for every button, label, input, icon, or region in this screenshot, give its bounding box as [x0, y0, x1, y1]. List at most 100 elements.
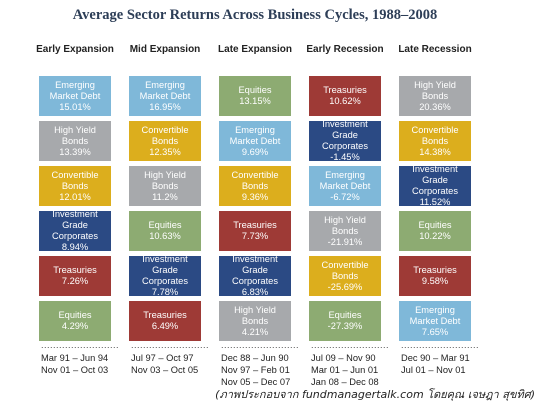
sector-cell: High Yield Bonds -21.91% — [309, 211, 381, 251]
sector-return: 7.78% — [151, 287, 179, 297]
sector-name: Treasuries — [323, 85, 367, 95]
sector-cell: Treasuries 7.26% — [39, 256, 111, 296]
sector-cell: Treasuries 9.58% — [399, 256, 471, 296]
sector-cell: Emerging Market Debt 7.65% — [399, 301, 471, 341]
image-caption: (ภาพประกอบจาก fundmanagertalk.com โดยคุณ… — [215, 388, 535, 401]
sector-cell: High Yield Bonds 11.2% — [129, 166, 201, 206]
sector-return: 13.39% — [59, 146, 91, 157]
date-range: Nov 97 – Feb 01 — [221, 365, 290, 375]
sector-name: Convertible Bonds — [51, 169, 99, 191]
sector-cell: Emerging Market Debt 16.95% — [129, 76, 201, 116]
sector-return: 4.21% — [241, 326, 269, 337]
sector-name: Emerging Market Debt — [319, 169, 371, 191]
date-range: Jul 09 – Nov 90 — [311, 353, 376, 363]
sector-cell: High Yield Bonds 20.36% — [399, 76, 471, 116]
dotted-separator: .......................... — [41, 340, 120, 350]
dotted-separator: .......................... — [311, 340, 390, 350]
sector-cell: Convertible Bonds -25.69% — [309, 256, 381, 296]
sector-return: -25.69% — [327, 281, 363, 292]
sector-name: Equities — [418, 220, 452, 230]
sector-name: High Yield Bonds — [54, 124, 96, 146]
date-range: Mar 01 – Jun 01 — [311, 365, 379, 375]
date-range: Nov 05 – Dec 07 — [221, 377, 291, 387]
sector-return: 12.01% — [59, 191, 91, 202]
sector-cell: Emerging Market Debt 9.69% — [219, 121, 291, 161]
sector-name: Equities — [328, 310, 362, 320]
sector-name: Emerging Market Debt — [49, 79, 101, 101]
sector-name: Treasuries — [53, 265, 97, 275]
sector-cell: Investment Grade Corporates -1.45% — [309, 119, 381, 162]
sector-return: 14.38% — [419, 146, 451, 157]
date-range: Nov 01 – Oct 03 — [41, 365, 109, 375]
sector-name: Convertible Bonds — [321, 259, 369, 281]
date-range: Dec 88 – Jun 90 — [221, 353, 289, 363]
sector-return: -27.39% — [327, 321, 363, 331]
phase-header: Late Recession — [398, 44, 472, 55]
sector-return: 20.36% — [419, 101, 451, 112]
date-range: Dec 90 – Mar 91 — [401, 353, 470, 363]
sector-name: Equities — [58, 310, 92, 320]
sector-cell: Investment Grade Corporates 6.83% — [219, 254, 291, 297]
sector-cell: Equities 13.15% — [219, 76, 291, 116]
cycle-date-ranges: Mar 91 – Jun 94 Nov 01 – Oct 03 — [41, 352, 133, 376]
sector-return: 8.94% — [61, 242, 89, 252]
sector-return: 6.83% — [241, 287, 269, 297]
cycle-date-ranges: Jul 09 – Nov 90 Mar 01 – Jun 01 Jan 08 – D… — [311, 352, 403, 388]
sector-name: Investment Grade Corporates — [232, 254, 278, 286]
sector-return: 9.36% — [241, 191, 269, 202]
sector-return: 11.2% — [152, 191, 178, 202]
sector-return: 15.01% — [59, 101, 91, 112]
date-range: Jan 08 – Dec 08 — [311, 377, 379, 387]
sector-name: Emerging Market Debt — [229, 124, 281, 146]
sector-return: 9.69% — [241, 146, 269, 157]
dotted-separator: .......................... — [131, 340, 210, 350]
sector-cell: Investment Grade Corporates 11.52% — [399, 164, 471, 207]
sector-return: 7.65% — [421, 326, 449, 337]
sector-name: Equities — [238, 85, 272, 95]
sector-cell: Treasuries 6.49% — [129, 301, 201, 341]
cycle-date-ranges: Dec 88 – Jun 90 Nov 97 – Feb 01 Nov 05 – D… — [221, 352, 313, 388]
sector-return: 7.26% — [61, 276, 89, 286]
date-range: Jul 97 – Oct 97 — [131, 353, 194, 363]
phase-header: Mid Expansion — [129, 44, 201, 55]
sector-name: High Yield Bonds — [414, 79, 456, 101]
dotted-separator: .......................... — [401, 340, 480, 350]
sector-cell: Equities 10.22% — [399, 211, 471, 251]
sector-cell: Equities 10.63% — [129, 211, 201, 251]
phase-header: Early Expansion — [36, 44, 114, 55]
sector-return: 16.95% — [149, 101, 181, 112]
chart-title: Average Sector Returns Across Business C… — [72, 7, 438, 23]
sector-cell: Investment Grade Corporates 8.94% — [39, 209, 111, 252]
sector-cell: Investment Grade Corporates 7.78% — [129, 254, 201, 297]
sector-return: 10.63% — [149, 231, 181, 241]
sector-cell: Equities -27.39% — [309, 301, 381, 341]
sector-cell: Treasuries 7.73% — [219, 211, 291, 251]
sector-return: 7.73% — [241, 231, 269, 241]
sector-name: High Yield Bonds — [324, 214, 366, 236]
sector-name: Investment Grade Corporates — [412, 164, 458, 196]
date-range: Mar 91 – Jun 94 — [41, 353, 109, 363]
phase-header: Early Recession — [306, 44, 384, 55]
cycle-date-ranges: Jul 97 – Oct 97 Nov 03 – Oct 05 — [131, 352, 223, 376]
sector-cell: High Yield Bonds 13.39% — [39, 121, 111, 161]
sector-name: Convertible Bonds — [231, 169, 279, 191]
sector-cell: Convertible Bonds 12.01% — [39, 166, 111, 206]
sector-name: Equities — [148, 220, 182, 230]
sector-return: 11.52% — [419, 197, 451, 207]
sector-cell: Treasuries 10.62% — [309, 76, 381, 116]
cycle-date-ranges: Dec 90 – Mar 91 Jul 01 – Nov 01 — [401, 352, 493, 376]
sector-name: Emerging Market Debt — [139, 79, 191, 101]
sector-name: Emerging Market Debt — [409, 304, 461, 326]
sector-cell: Convertible Bonds 14.38% — [399, 121, 471, 161]
sector-cell: Emerging Market Debt -6.72% — [309, 166, 381, 206]
sector-name: Investment Grade Corporates — [142, 254, 188, 286]
sector-name: Investment Grade Corporates — [322, 119, 368, 151]
sector-return: 10.22% — [419, 231, 451, 241]
sector-cell: Equities 4.29% — [39, 301, 111, 341]
sector-return: 12.35% — [149, 146, 181, 157]
sector-return: 10.62% — [329, 96, 361, 106]
sector-return: -1.45% — [330, 152, 360, 162]
sector-name: Treasuries — [413, 265, 457, 275]
sector-name: High Yield Bonds — [144, 169, 186, 191]
sector-name: Convertible Bonds — [141, 124, 189, 146]
